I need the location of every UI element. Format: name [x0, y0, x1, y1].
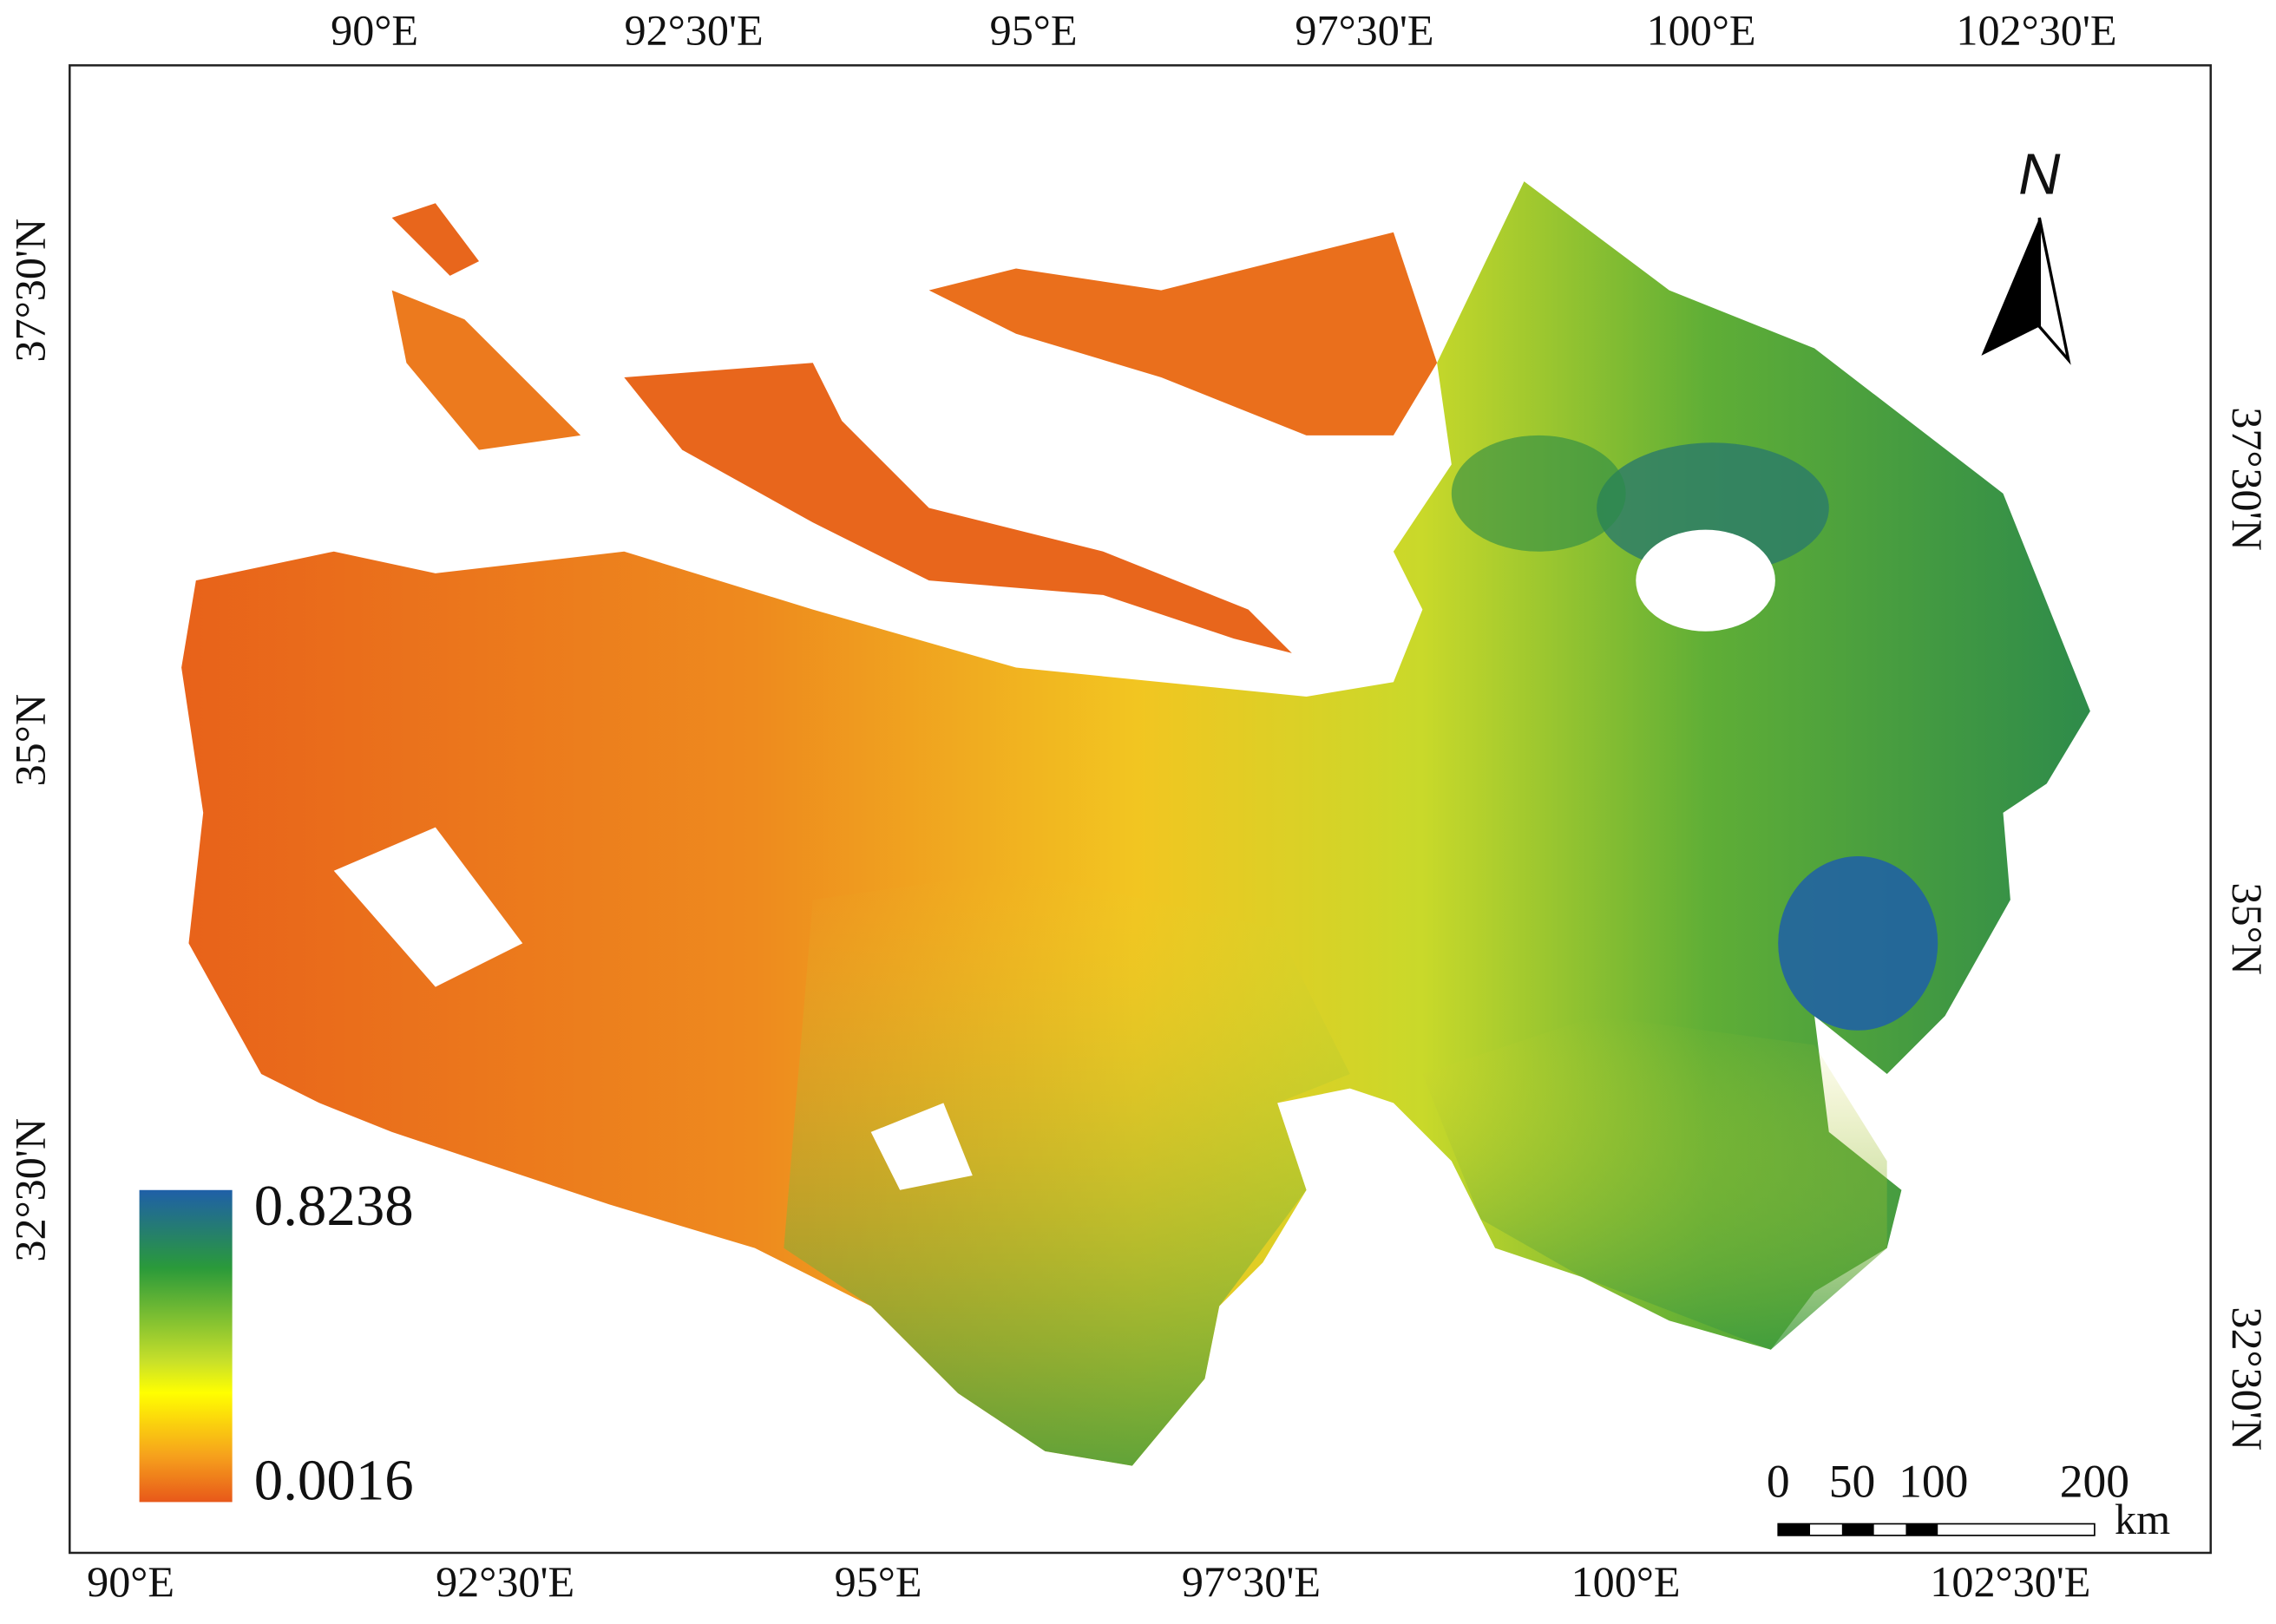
scale-label: 200 — [2060, 1455, 2129, 1507]
gap — [333, 827, 523, 987]
legend-ramp — [139, 1189, 233, 1503]
latitude-label: 35°N — [2223, 882, 2272, 974]
longitude-label: 100°E — [1647, 6, 1756, 55]
longitude-label: 90°E — [87, 1557, 174, 1606]
region-north — [624, 363, 1292, 653]
longitude-label: 92°30'E — [436, 1557, 574, 1606]
high-area — [1778, 856, 1938, 1031]
longitude-label: 102°30'E — [1930, 1557, 2090, 1606]
high-area — [1451, 435, 1626, 552]
region-north — [391, 290, 581, 450]
region-north — [391, 203, 480, 276]
scale-label: 0 — [1767, 1455, 1790, 1507]
scale-unit: km — [2115, 1495, 2170, 1543]
longitude-label: 95°E — [835, 1557, 922, 1606]
region-south — [784, 870, 1350, 1466]
legend-max: 0.8238 — [254, 1174, 414, 1238]
latitude-label: 35°N — [6, 694, 55, 786]
high-area — [1597, 442, 1829, 573]
scale-label: 50 — [1829, 1455, 1876, 1507]
longitude-label: 100°E — [1571, 1557, 1681, 1606]
region-southeast — [1422, 1016, 1887, 1350]
north-label: N — [2018, 141, 2061, 206]
lake — [1636, 529, 1775, 632]
longitude-label: 97°30'E — [1295, 6, 1433, 55]
latitude-label: 32°30'N — [2223, 1306, 2272, 1450]
longitude-label: 92°30'E — [625, 6, 764, 55]
scale-bar: km — [1777, 1495, 2170, 1543]
scale-label: 100 — [1899, 1455, 1968, 1507]
map-frame — [69, 64, 2212, 1555]
longitude-label: 95°E — [990, 6, 1078, 55]
longitude-label: 102°30'E — [1956, 6, 2116, 55]
gap — [870, 1103, 973, 1190]
raster-map — [181, 181, 2090, 1466]
longitude-label: 90°E — [331, 6, 418, 55]
latitude-label: 37°30'N — [6, 219, 55, 363]
longitude-label: 97°30'E — [1182, 1557, 1321, 1606]
region-north — [928, 232, 1438, 435]
latitude-label: 32°30'N — [6, 1118, 55, 1262]
latitude-label: 37°30'N — [2223, 407, 2272, 551]
north-arrow: N — [1981, 141, 2071, 365]
legend-min: 0.0016 — [254, 1448, 414, 1512]
